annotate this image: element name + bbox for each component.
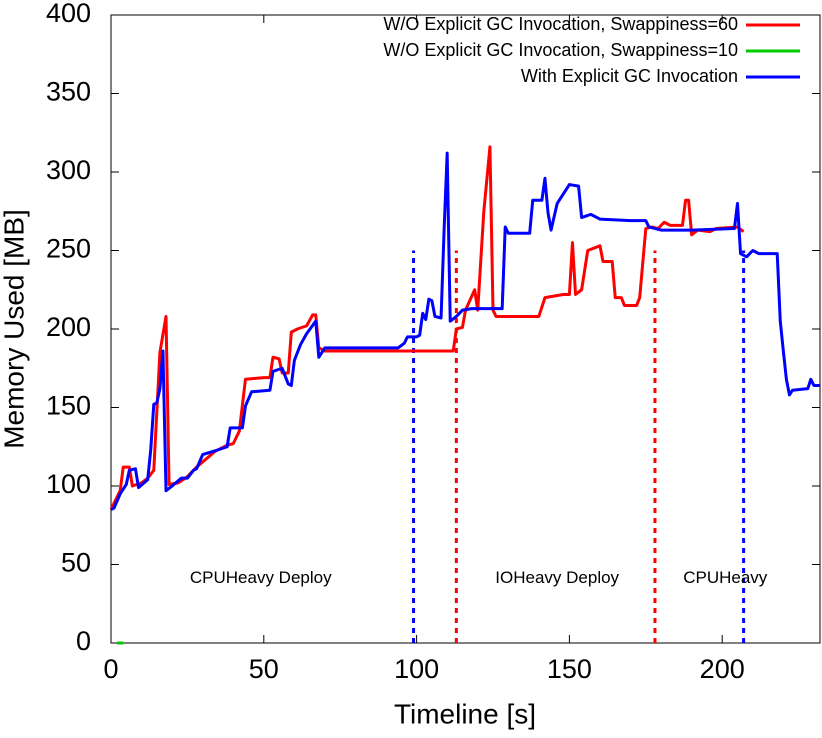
y-tick-label: 300 bbox=[46, 155, 91, 185]
y-tick-label: 0 bbox=[76, 626, 91, 656]
plot-frame bbox=[110, 14, 821, 644]
y-axis-title: Memory Used [MB] bbox=[0, 209, 29, 449]
phase-label: CPUHeavy bbox=[683, 568, 768, 587]
y-tick-label: 150 bbox=[46, 391, 91, 421]
y-tick-label: 400 bbox=[46, 0, 91, 28]
legend-label: W/O Explicit GC Invocation, Swappiness=6… bbox=[383, 14, 738, 34]
legend-label: With Explicit GC Invocation bbox=[521, 66, 738, 86]
phase-label: CPUHeavy Deploy bbox=[190, 568, 332, 587]
phase-label: IOHeavy Deploy bbox=[495, 568, 619, 587]
series-line bbox=[110, 151, 820, 511]
x-tick-label: 150 bbox=[547, 654, 592, 684]
x-tick-label: 200 bbox=[700, 654, 745, 684]
legend-label: W/O Explicit GC Invocation, Swappiness=1… bbox=[383, 40, 738, 60]
y-tick-label: 200 bbox=[46, 312, 91, 342]
y-tick-label: 250 bbox=[46, 234, 91, 264]
x-axis-title: Timeline [s] bbox=[394, 698, 536, 729]
x-tick-label: 50 bbox=[249, 654, 279, 684]
y-tick-label: 50 bbox=[61, 548, 91, 578]
x-tick-label: 0 bbox=[103, 654, 118, 684]
x-tick-label: 100 bbox=[394, 654, 439, 684]
y-tick-label: 350 bbox=[46, 77, 91, 107]
y-tick-label: 100 bbox=[46, 469, 91, 499]
